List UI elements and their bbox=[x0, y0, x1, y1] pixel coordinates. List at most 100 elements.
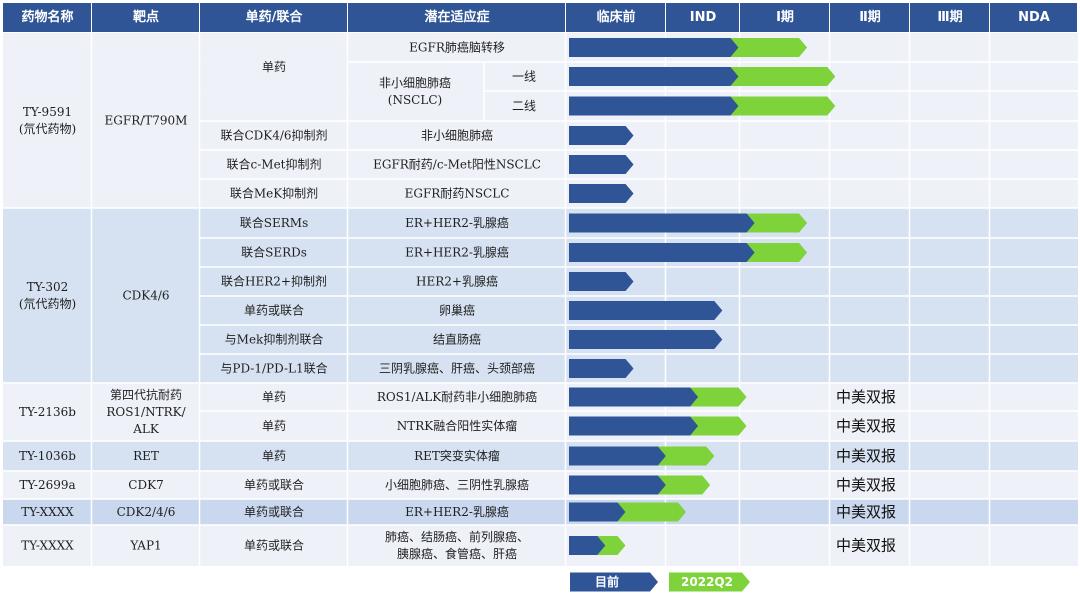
header-cell bbox=[566, 3, 665, 32]
current-progress-bar bbox=[569, 446, 666, 466]
program-indication: 非小细胞肺癌 bbox=[421, 128, 493, 143]
drug-name: TY-2136b bbox=[19, 405, 76, 419]
progress-bars bbox=[569, 38, 836, 592]
program-indication: HER2+乳腺癌 bbox=[416, 274, 498, 289]
program-combo: 单药 bbox=[262, 419, 286, 433]
table-header: 药物名称 靶点 单药/联合 潜在适应症 临床前 IND Ⅰ期 Ⅱ期 Ⅲ期 NDA bbox=[3, 3, 1077, 32]
drug-band bbox=[3, 525, 1078, 566]
drug-target: EGFR/T790M bbox=[105, 114, 188, 128]
program-indication: NTRK融合阳性实体瘤 bbox=[397, 418, 518, 433]
header-cell bbox=[990, 3, 1077, 32]
header-label: Ⅲ期 bbox=[937, 10, 962, 25]
current-progress-bar bbox=[569, 330, 723, 349]
drug-target: RET bbox=[133, 449, 159, 463]
program-indication: 三阴乳腺癌、肝癌、头颈部癌 bbox=[379, 361, 535, 376]
header-cell bbox=[92, 3, 199, 32]
header-label: 靶点 bbox=[133, 9, 159, 25]
header-cell bbox=[666, 3, 739, 32]
dual-filing-note: 中美双报 bbox=[836, 388, 896, 406]
legend-swatch-current bbox=[570, 572, 658, 592]
drug-name: (氘代药物) bbox=[19, 122, 76, 136]
highlight-band bbox=[3, 499, 1078, 525]
drug-band bbox=[3, 471, 1078, 499]
legend-label-target: 2022Q2 bbox=[681, 575, 733, 589]
program-combo: 单药 bbox=[262, 449, 286, 463]
current-progress-bar bbox=[569, 502, 626, 522]
dual-filing-note: 中美双报 bbox=[836, 447, 896, 465]
merge-mask bbox=[201, 90, 347, 92]
program-indication: ROS1/ALK耐药非小细胞肺癌 bbox=[377, 389, 537, 404]
drug-name: (氘代药物) bbox=[19, 297, 76, 311]
legend-label-current: 目前 bbox=[595, 574, 619, 589]
current-progress-bar bbox=[569, 155, 634, 174]
current-progress-bar bbox=[569, 536, 606, 555]
header-label: 潜在适应症 bbox=[424, 9, 489, 25]
header-label: 单药/联合 bbox=[246, 9, 304, 25]
program-indication: RET突变实体瘤 bbox=[414, 448, 500, 463]
header-cell bbox=[200, 3, 347, 32]
drug-target: ROS1/NTRK/ bbox=[106, 405, 186, 419]
drug-name: TY-2699a bbox=[19, 478, 75, 492]
drug-name: TY-XXXX bbox=[21, 505, 74, 519]
current-progress-bar bbox=[569, 387, 699, 407]
current-progress-bar bbox=[569, 243, 755, 262]
drug-name: TY-9591 bbox=[23, 105, 72, 119]
program-indication: ER+HER2-乳腺癌 bbox=[405, 504, 509, 519]
program-combo: 联合CDK4/6抑制剂 bbox=[220, 128, 327, 143]
current-progress-bar bbox=[569, 475, 666, 495]
drug-band bbox=[3, 441, 1078, 471]
current-progress-bar bbox=[569, 272, 634, 291]
drug-target: ALK bbox=[132, 422, 160, 436]
legend-swatch-target bbox=[669, 572, 750, 592]
program-indication: 胰腺癌、食管癌、肝癌 bbox=[397, 546, 517, 561]
program-indication: EGFR耐药NSCLC bbox=[405, 187, 510, 201]
header-label: NDA bbox=[1018, 10, 1050, 25]
current-progress-bar bbox=[569, 213, 755, 233]
header-cell bbox=[910, 3, 989, 32]
current-progress-bar bbox=[569, 126, 634, 145]
drug-target: CDK2/4/6 bbox=[117, 505, 176, 519]
current-progress-bar bbox=[569, 301, 723, 320]
drug-target: 第四代抗耐药 bbox=[110, 387, 182, 402]
header-label: Ⅱ期 bbox=[859, 10, 881, 25]
program-combo: 单药或联合 bbox=[244, 538, 304, 553]
dual-filing-note: 中美双报 bbox=[836, 417, 896, 435]
program-combo: 单药或联合 bbox=[244, 303, 304, 318]
program-line: 二线 bbox=[512, 99, 536, 113]
table-cells: TY-9591 (氘代药物) EGFR/T790M TY-302 (氘代药物) CDK4/… bbox=[19, 40, 896, 562]
header-label: Ⅰ期 bbox=[776, 10, 794, 25]
current-progress-bar bbox=[569, 184, 634, 203]
drug-name: TY-1036b bbox=[19, 449, 76, 463]
program-indication: (NSCLC) bbox=[388, 93, 442, 107]
dual-filing-note: 中美双报 bbox=[836, 537, 896, 555]
current-progress-bar bbox=[569, 67, 739, 86]
program-indication: EGFR耐药/c-Met阳性NSCLC bbox=[373, 158, 541, 172]
current-progress-bar bbox=[569, 359, 634, 378]
drug-band bbox=[3, 383, 1078, 441]
drug-target: CDK4/6 bbox=[122, 289, 169, 303]
drug-target: YAP1 bbox=[129, 539, 161, 553]
merge-mask bbox=[201, 61, 347, 63]
program-combo: 联合MeK抑制剂 bbox=[230, 186, 318, 201]
program-combo: 与PD-1/PD-L1联合 bbox=[220, 361, 327, 376]
program-combo: 联合c-Met抑制剂 bbox=[227, 157, 322, 172]
header-cell bbox=[740, 3, 829, 32]
current-progress-bar bbox=[569, 38, 739, 57]
program-indication: 结直肠癌 bbox=[433, 332, 481, 347]
header-label: IND bbox=[690, 10, 717, 25]
merge-mask bbox=[349, 90, 483, 92]
header-cell bbox=[348, 3, 565, 32]
program-indication: EGFR肺癌脑转移 bbox=[409, 40, 505, 55]
program-indication: 小细胞肺癌、三阴性乳腺癌 bbox=[385, 477, 529, 492]
program-indication: 非小细胞肺癌 bbox=[379, 75, 451, 90]
program-combo: 联合SERMs bbox=[240, 215, 308, 230]
drug-name: TY-XXXX bbox=[21, 539, 74, 553]
dual-filing-note: 中美双报 bbox=[836, 476, 896, 494]
program-combo: 联合SERDs bbox=[241, 245, 307, 260]
program-combo: 单药 bbox=[262, 60, 286, 74]
current-progress-bar bbox=[569, 96, 739, 116]
header-label: 临床前 bbox=[596, 9, 635, 25]
program-combo: 单药或联合 bbox=[244, 477, 304, 492]
program-indication: ER+HER2-乳腺癌 bbox=[405, 245, 509, 260]
